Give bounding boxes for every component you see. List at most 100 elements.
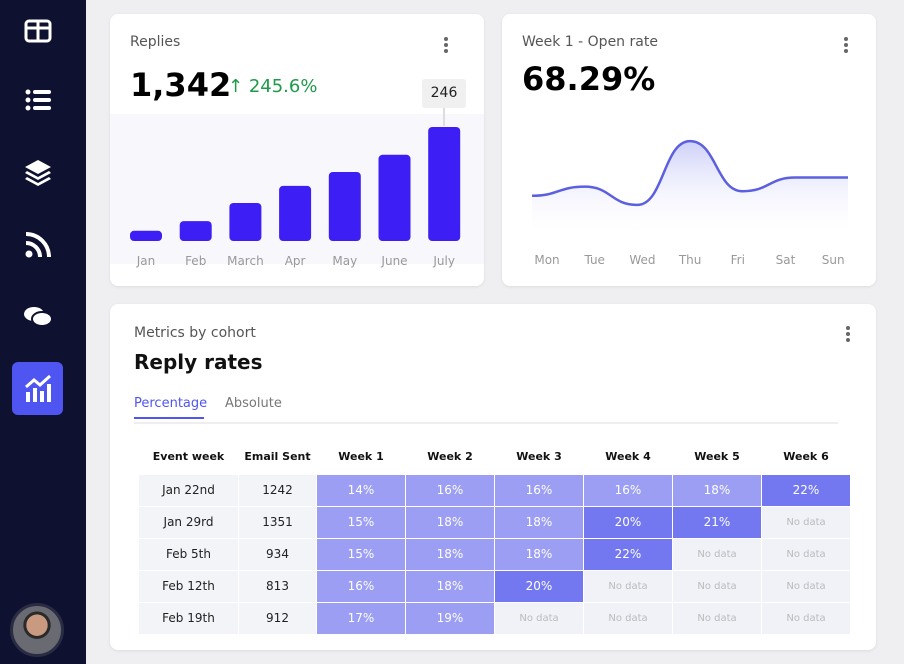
bar[interactable]	[179, 221, 212, 241]
x-tick-label: Sun	[822, 253, 845, 267]
nav-analytics[interactable]	[12, 362, 63, 415]
column-header: Week 1	[338, 450, 384, 464]
column-header: Week 4	[605, 450, 651, 464]
rate-cell: 20%	[583, 505, 673, 539]
column-header: Week 2	[427, 450, 473, 464]
column-header: Week 5	[694, 450, 740, 464]
nav-layers[interactable]	[12, 145, 63, 198]
rate-cell: 18%	[405, 569, 495, 603]
replies-change: ↑ 245.6%	[228, 76, 318, 97]
tab-percentage[interactable]: Percentage	[134, 396, 207, 419]
email-sent-cell: 1242	[238, 473, 317, 507]
rss-icon	[25, 231, 51, 257]
replies-card: Replies 1,342 ↑ 245.6% 246 Jan Feb March Ap…	[110, 14, 484, 286]
x-tick-label: Thu	[678, 253, 702, 267]
bar[interactable]	[378, 154, 411, 241]
bar[interactable]	[279, 185, 312, 241]
bar[interactable]	[428, 127, 461, 241]
table-row: Jan 22nd 1242 14% 16% 16% 16% 18% 22%	[138, 473, 851, 507]
nav-dashboard[interactable]	[12, 4, 63, 57]
table-row: Feb 19th 912 17% 19% No data No data No data No…	[138, 601, 851, 635]
email-sent-cell: 813	[238, 569, 317, 603]
x-tick-label: Wed	[629, 253, 655, 267]
rate-cell: 22%	[761, 473, 851, 507]
open-rate-card: Week 1 - Open rate 68.29% Mon Tue Wed Thu Fr…	[502, 14, 876, 286]
replies-bar-chart: Jan Feb March Apr May June July	[130, 127, 461, 268]
sidebar	[0, 0, 86, 664]
x-tick-label: Tue	[583, 253, 605, 267]
rate-cell: 22%	[583, 537, 673, 571]
column-header: Week 3	[516, 450, 562, 464]
x-tick-label: Apr	[285, 254, 306, 268]
rate-cell: 14%	[316, 473, 406, 507]
rate-cell: No data	[761, 569, 851, 603]
bar[interactable]	[328, 171, 361, 241]
rate-cell: 16%	[583, 473, 673, 507]
nav-feed[interactable]	[12, 218, 63, 271]
more-icon[interactable]	[844, 37, 848, 53]
rate-cell: No data	[583, 569, 673, 603]
column-header: Event week	[152, 450, 225, 464]
x-tick-label: July	[432, 254, 455, 268]
tabs: Percentage Absolute	[134, 396, 838, 424]
card-subtitle: Metrics by cohort	[134, 325, 256, 341]
rate-cell: No data	[672, 537, 762, 571]
card-title: Week 1 - Open rate	[522, 34, 658, 50]
rate-cell: No data	[494, 601, 584, 635]
tooltip-line	[443, 108, 445, 126]
rate-cell: 18%	[672, 473, 762, 507]
email-sent-cell: 912	[238, 601, 317, 635]
rate-cell: No data	[672, 601, 762, 635]
event-week-cell: Feb 19th	[138, 601, 239, 635]
card-title: Reply rates	[134, 350, 263, 374]
bar[interactable]	[229, 203, 262, 241]
more-icon[interactable]	[846, 326, 850, 342]
x-tick-label: Sat	[776, 253, 796, 267]
chart-trend-icon	[24, 374, 51, 402]
open-rate-line-chart: Mon Tue Wed Thu Fri Sat Sun	[531, 139, 848, 267]
column-header: Email Sent	[244, 450, 311, 464]
x-tick-label: Mon	[534, 253, 559, 267]
rate-cell: 15%	[316, 505, 406, 539]
rate-cell: 18%	[405, 537, 495, 571]
layout-columns-icon	[24, 19, 51, 42]
tab-absolute[interactable]: Absolute	[225, 396, 282, 411]
rate-cell: 16%	[405, 473, 495, 507]
rate-cell: No data	[672, 569, 762, 603]
rate-cell: 15%	[316, 537, 406, 571]
area-fill	[532, 141, 848, 239]
rate-cell: 18%	[494, 537, 584, 571]
avatar[interactable]	[10, 603, 64, 657]
x-tick-label: Fri	[731, 253, 745, 267]
event-week-cell: Feb 5th	[138, 537, 239, 571]
event-week-cell: Feb 12th	[138, 569, 239, 603]
column-header: Week 6	[783, 450, 829, 464]
card-title: Replies	[130, 34, 181, 50]
bar[interactable]	[130, 230, 162, 241]
rate-cell: 20%	[494, 569, 584, 603]
nav-messages[interactable]	[12, 290, 63, 343]
rate-cell: No data	[761, 505, 851, 539]
rate-cell: No data	[761, 601, 851, 635]
rate-cell: 17%	[316, 601, 406, 635]
rate-cell: 16%	[316, 569, 406, 603]
cohort-table: Event week Email Sent Week 1 Week 2 Week 3 We…	[138, 440, 851, 635]
rate-cell: 18%	[494, 505, 584, 539]
x-tick-label: Feb	[185, 254, 206, 268]
table-row: Feb 12th 813 16% 18% 20% No data No data No dat…	[138, 569, 851, 603]
x-tick-label: Jan	[136, 254, 156, 268]
arrow-up-icon: ↑	[228, 76, 249, 97]
chat-icon	[23, 306, 53, 327]
x-tick-label: May	[332, 254, 357, 268]
table-row: Feb 5th 934 15% 18% 18% 22% No data No data	[138, 537, 851, 571]
email-sent-cell: 934	[238, 537, 317, 571]
more-icon[interactable]	[444, 37, 448, 53]
rate-cell: No data	[761, 537, 851, 571]
x-tick-label: June	[380, 254, 407, 268]
table-row: Jan 29rd 1351 15% 18% 18% 20% 21% No data	[138, 505, 851, 539]
email-sent-cell: 1351	[238, 505, 317, 539]
nav-list[interactable]	[12, 73, 63, 126]
layers-icon	[24, 159, 51, 186]
rate-cell: 16%	[494, 473, 584, 507]
bar-tooltip: 246	[422, 79, 466, 108]
